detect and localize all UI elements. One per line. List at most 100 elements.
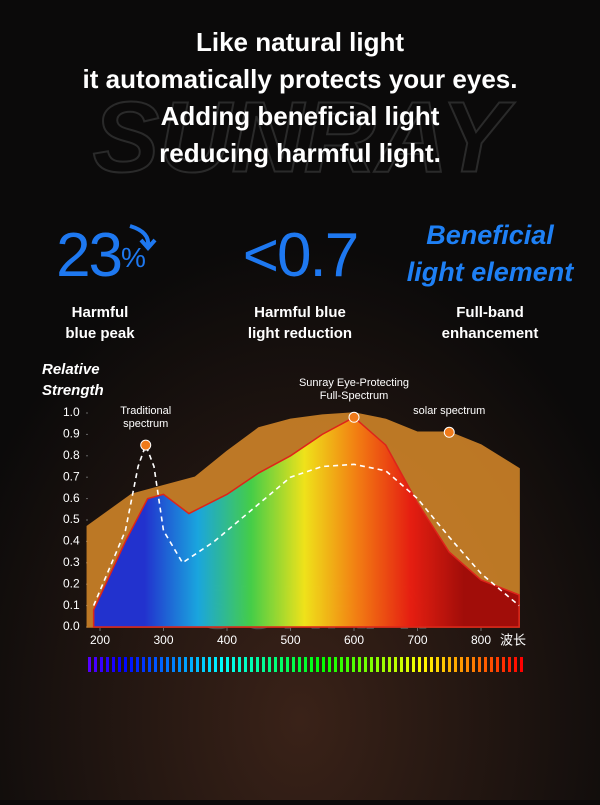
headline: Like natural light it automatically prote… <box>83 27 518 168</box>
stat-number: 23 <box>56 221 121 290</box>
stat-label: light reduction <box>248 325 352 342</box>
spectrum-bar <box>292 657 295 672</box>
spectrum-bar <box>400 657 403 672</box>
stat-value: 23% <box>56 221 145 290</box>
x-tick-label: 400 <box>217 633 237 647</box>
spectrum-bar <box>112 657 115 672</box>
spectrum-bar <box>370 657 373 672</box>
stat-label: blue peak <box>65 325 135 342</box>
spectrum-bar <box>268 657 271 672</box>
spectrum-bar <box>436 657 439 672</box>
spectrum-bar <box>130 657 133 672</box>
annotation-marker <box>348 411 360 423</box>
x-tick-label: 300 <box>153 633 173 647</box>
stat-label: Harmful <box>72 304 129 321</box>
spectrum-bar <box>358 657 361 672</box>
spectrum-bar <box>334 657 337 672</box>
spectrum-bar <box>226 657 229 672</box>
y-tick-label: 1.0 <box>63 405 80 419</box>
spectrum-bar <box>262 657 265 672</box>
spectrum-bar <box>352 657 355 672</box>
watermark: SUNRAY <box>93 81 516 193</box>
spectrum-bar <box>478 657 481 672</box>
y-axis-label: Relative <box>42 361 100 378</box>
stat-value-line: light element <box>407 257 575 287</box>
spectrum-bar <box>304 657 307 672</box>
x-tick-label: 200 <box>90 633 110 647</box>
spectrum-bar <box>322 657 325 672</box>
arrow-icon <box>129 224 157 252</box>
spectrum-bar <box>148 657 151 672</box>
y-tick-label: 0.3 <box>63 555 80 569</box>
spectrum-bar <box>244 657 247 672</box>
stat-unit: % <box>121 242 145 273</box>
spectrum-bar <box>388 657 391 672</box>
annotation-text: solar spectrum <box>413 405 485 417</box>
spectrum-bar <box>496 657 499 672</box>
x-tick-label: 600 <box>344 633 364 647</box>
stat-label: Full-band <box>456 304 524 321</box>
spectrum-bar <box>310 657 313 672</box>
spectrum-bar <box>214 657 217 672</box>
spectrum-bar <box>520 657 523 672</box>
spectrum-bar <box>232 657 235 672</box>
spectrum-bar <box>202 657 205 672</box>
spectrum-bar <box>382 657 385 672</box>
series-area <box>92 416 520 628</box>
headline-line: Like natural light <box>196 27 404 57</box>
annotation-text: Traditional <box>120 405 171 417</box>
x-tick-label: 800 <box>471 633 491 647</box>
spectrum-bar <box>136 657 139 672</box>
y-tick-label: 0.5 <box>63 512 80 526</box>
spectrum-bar <box>94 657 97 672</box>
spectrum-bar <box>280 657 283 672</box>
spectrum-bar <box>298 657 301 672</box>
spectrum-bar <box>448 657 451 672</box>
y-axis-label: Strength <box>42 382 104 399</box>
spectrum-bar <box>250 657 253 672</box>
spectrum-bar <box>406 657 409 672</box>
chart: Relative Strength 0.0 0.1 0.2 0.3 0.4 0.5 0.6 0.7… <box>42 361 526 672</box>
spectrum-bar <box>220 657 223 672</box>
spectrum-bar <box>340 657 343 672</box>
spectrum-bar <box>454 657 457 672</box>
headline-line: reducing harmful light. <box>159 138 441 168</box>
spectrum-bar <box>394 657 397 672</box>
spectrum-bar <box>88 657 91 672</box>
spectrum-bar <box>178 657 181 672</box>
spectrum-bar <box>376 657 379 672</box>
spectrum-bar <box>196 657 199 672</box>
stat-number: <0.7 <box>243 221 357 290</box>
spectrum-bar <box>238 657 241 672</box>
spectrum-bar <box>208 657 211 672</box>
spectrum-bar <box>418 657 421 672</box>
spectrum-bar <box>316 657 319 672</box>
y-tick-label: 0.7 <box>63 469 80 483</box>
annotation-text: spectrum <box>123 418 168 430</box>
y-tick-label: 0.0 <box>63 619 80 633</box>
spectrum-bar <box>490 657 493 672</box>
spectrum-bar <box>274 657 277 672</box>
annotation-text: Full-Spectrum <box>320 390 388 402</box>
spectrum-bar <box>472 657 475 672</box>
headline-line: Adding beneficial light <box>161 101 440 131</box>
stat-value-line: Beneficial <box>426 220 554 250</box>
y-tick-label: 0.8 <box>63 448 80 462</box>
stat-label: enhancement <box>442 325 539 342</box>
spectrum-bar <box>412 657 415 672</box>
x-tick-label: 500 <box>280 633 300 647</box>
spectrum-bar <box>256 657 259 672</box>
annotation-text: Sunray Eye-Protecting <box>299 377 409 389</box>
spectrum-bar <box>142 657 145 672</box>
y-tick-label: 0.2 <box>63 576 80 590</box>
x-axis-label: 波长 <box>500 632 526 647</box>
y-tick-label: 0.1 <box>63 598 80 612</box>
spectrum-bar <box>286 657 289 672</box>
spectrum-bar <box>364 657 367 672</box>
stat-label: Harmful blue <box>254 304 346 321</box>
spectrum-bar <box>442 657 445 672</box>
spectrum-bar <box>484 657 487 672</box>
x-tick-label: 700 <box>407 633 427 647</box>
spectrum-bar <box>508 657 511 672</box>
